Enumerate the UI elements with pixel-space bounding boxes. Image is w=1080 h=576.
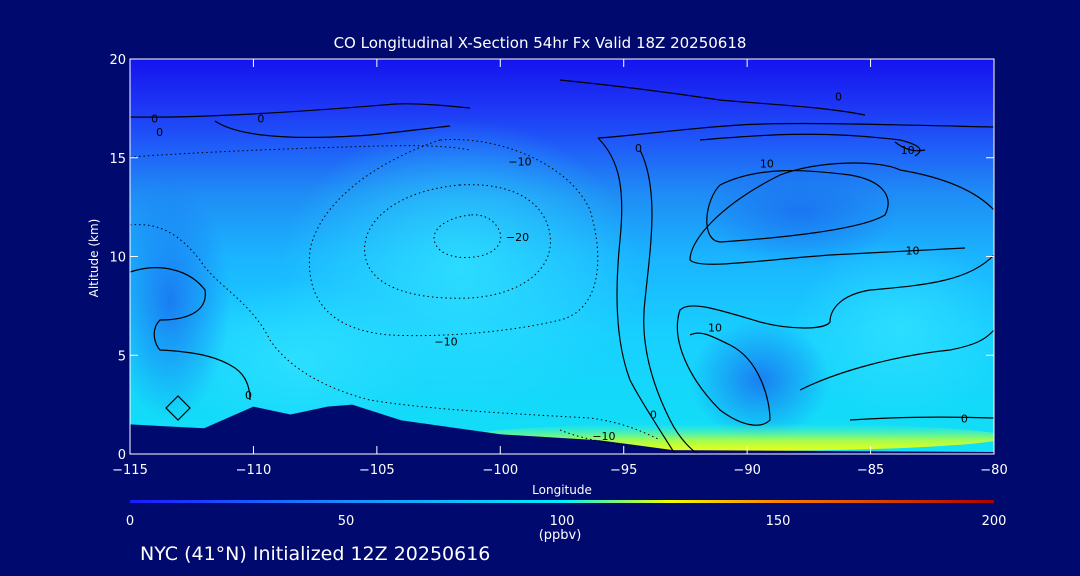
y-tick-label: 15 xyxy=(109,152,126,167)
contour-label: −10 xyxy=(434,335,457,348)
x-tick-label: −90 xyxy=(733,463,760,478)
colorbar-tick-label: 200 xyxy=(982,514,1007,529)
contour-zero-right-b xyxy=(699,133,921,157)
contour-zero-right-a xyxy=(597,122,995,139)
contour-label: 0 xyxy=(650,409,657,422)
y-tick-label: 10 xyxy=(109,251,126,266)
contour-zero-bottom-right xyxy=(849,416,995,421)
contour-label: 0 xyxy=(151,112,158,125)
contour-10-right xyxy=(689,162,995,265)
colorbar-tick-label: 150 xyxy=(766,514,791,529)
negative-contours xyxy=(129,138,661,449)
x-axis: −115 −110 −105 −100 −95 −90 −85 −80 xyxy=(112,59,1008,478)
colorbar-ticks: 0 50 100 150 200 xyxy=(126,514,1007,529)
colorbar-tick-label: 0 xyxy=(126,514,134,529)
x-axis-label: Longitude xyxy=(532,483,592,497)
contour-zero-upper-right xyxy=(559,79,866,116)
x-tick-label: −80 xyxy=(980,463,1007,478)
contour-label: −10 xyxy=(508,156,531,169)
contour-label: 0 xyxy=(156,126,163,139)
contour-label: 0 xyxy=(635,142,642,155)
terrain xyxy=(130,404,994,454)
contour-minus10-lower xyxy=(129,224,661,441)
initialization-footer: NYC (41°N) Initialized 12Z 20250616 xyxy=(140,543,491,565)
contour-label: 0 xyxy=(835,91,842,104)
contour-10-upper-right-loop xyxy=(706,169,889,243)
contour-label: −20 xyxy=(506,231,529,244)
contour-label: 0 xyxy=(245,389,252,402)
y-tick-label: 20 xyxy=(109,53,126,68)
contour-label: 10 xyxy=(906,245,920,258)
contour-label: 10 xyxy=(901,144,915,157)
colorbar xyxy=(130,500,994,503)
contour-label: 10 xyxy=(760,158,774,171)
contour-zero-left xyxy=(129,267,251,401)
colorbar-tick-label: 50 xyxy=(338,514,355,529)
contour-minus10-outer xyxy=(308,138,599,337)
contour-label: −10 xyxy=(592,430,615,443)
y-tick-label: 0 xyxy=(118,448,126,463)
x-tick-label: −100 xyxy=(482,463,518,478)
contour-zero-top-right-tail xyxy=(894,141,926,152)
y-tick-label: 5 xyxy=(118,349,126,364)
colorbar-tick-label: 100 xyxy=(550,514,575,529)
contour-zero-left-diamond xyxy=(165,395,191,421)
contour-label: 0 xyxy=(961,412,968,425)
contour-zero-mid xyxy=(597,137,676,455)
contour-label: 0 xyxy=(257,112,264,125)
chart-title: CO Longitudinal X-Section 54hr Fx Valid … xyxy=(333,34,747,52)
contour-zero-upper-left xyxy=(129,103,471,118)
contour-10-right-lower xyxy=(676,254,995,426)
x-tick-label: −115 xyxy=(112,463,148,478)
colorbar-units: (ppbv) xyxy=(538,528,582,543)
x-tick-label: −95 xyxy=(610,463,637,478)
y-axis-label: Altitude (km) xyxy=(87,219,101,298)
y-axis: 0 5 10 15 20 xyxy=(109,53,994,463)
contour-label: 10 xyxy=(708,322,722,335)
contour-10-mid xyxy=(639,149,701,455)
concentration-field xyxy=(130,59,994,454)
contour-lines xyxy=(129,79,995,455)
contour-10-right-bottom xyxy=(799,329,995,391)
x-tick-label: −110 xyxy=(236,463,272,478)
contour-minus10-inner xyxy=(364,184,551,299)
contour-zero-upper-left-2 xyxy=(214,120,451,138)
x-tick-label: −105 xyxy=(359,463,395,478)
contour-minus-upper-dots xyxy=(129,145,471,158)
x-tick-label: −85 xyxy=(857,463,884,478)
